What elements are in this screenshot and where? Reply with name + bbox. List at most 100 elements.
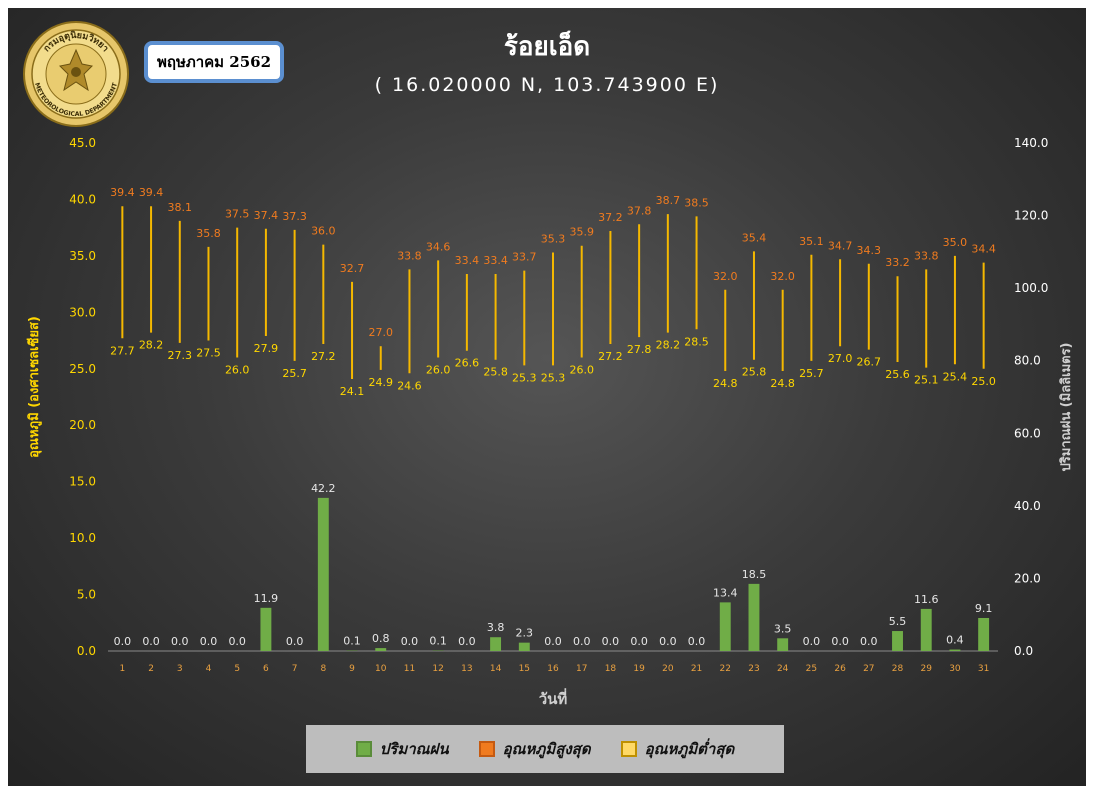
- rain-data-label: 11.9: [254, 592, 279, 605]
- climate-chart: 0.05.010.015.020.025.030.035.040.045.00.…: [26, 136, 1074, 708]
- legend-label: อุณหภูมิต่ำสุด: [644, 740, 735, 758]
- min-temp-label: 25.3: [541, 371, 566, 384]
- y-left-tick-label: 30.0: [69, 305, 96, 319]
- rain-data-label: 42.2: [311, 482, 336, 495]
- min-temp-label: 25.7: [282, 367, 307, 380]
- y-right-tick-label: 120.0: [1014, 209, 1048, 223]
- y-left-tick-label: 10.0: [69, 531, 96, 545]
- min-temp-label: 25.7: [799, 367, 824, 380]
- x-tick-label: 24: [777, 664, 789, 674]
- min-temp-label: 24.1: [340, 385, 365, 398]
- x-axis-title: วันที่: [539, 688, 568, 708]
- max-temp-label: 33.4: [483, 254, 508, 267]
- min-temp-label: 27.8: [627, 343, 652, 356]
- x-tick-label: 18: [605, 664, 617, 674]
- rain-bar: [949, 649, 961, 651]
- max-temp-label: 34.4: [971, 243, 996, 256]
- y-right-tick-label: 80.0: [1014, 354, 1041, 368]
- rain-bar: [777, 638, 789, 651]
- max-temp-label: 32.0: [713, 270, 738, 283]
- min-temp-label: 28.2: [139, 339, 164, 352]
- rain-bar: [518, 642, 530, 651]
- max-temp-label: 33.2: [885, 256, 910, 269]
- max-temp-label: 39.4: [139, 186, 164, 199]
- max-temp-label: 34.3: [857, 244, 882, 257]
- max-temp-label: 38.5: [684, 196, 709, 209]
- x-tick-label: 2: [148, 664, 154, 674]
- min-temp-label: 27.0: [828, 352, 853, 365]
- min-temp-label: 26.0: [569, 363, 594, 376]
- min-temp-label: 25.0: [971, 375, 996, 388]
- max-temp-label: 37.8: [627, 204, 652, 217]
- y-left-tick-label: 5.0: [77, 588, 96, 602]
- min-temp-label: 27.5: [196, 347, 221, 360]
- rain-data-label: 9.1: [975, 602, 993, 615]
- y-left-tick-label: 25.0: [69, 362, 96, 376]
- rain-bar: [978, 617, 990, 651]
- rain-bar: [260, 607, 272, 651]
- legend: ปริมาณฝน อุณหภูมิสูงสุด อุณหภูมิต่ำสุด: [306, 725, 784, 773]
- x-tick-label: 23: [748, 664, 759, 674]
- max-temp-label: 35.4: [742, 231, 767, 244]
- max-temp-label: 33.8: [914, 249, 939, 262]
- month-label: พฤษภาคม 2562: [156, 53, 272, 71]
- legend-item: ปริมาณฝน: [355, 737, 449, 761]
- x-tick-label: 1: [119, 664, 125, 674]
- min-temp-label: 25.3: [512, 371, 537, 384]
- y-right-axis-title: ปริมาณฝน (มิลลิเมตร): [1059, 342, 1074, 471]
- min-temp-label: 27.2: [311, 350, 336, 363]
- min-temp-label: 28.2: [656, 339, 681, 352]
- rain-bar: [892, 631, 903, 651]
- x-tick-label: 26: [834, 664, 846, 674]
- y-left-tick-label: 0.0: [77, 644, 96, 658]
- max-temp-label: 33.4: [455, 254, 480, 267]
- x-tick-label: 4: [206, 664, 212, 674]
- rain-data-label: 0.0: [458, 635, 476, 648]
- max-temp-label: 33.8: [397, 249, 422, 262]
- chart-title: ร้อยเอ็ด: [503, 32, 591, 62]
- legend-label: อุณหภูมิสูงสุด: [502, 740, 591, 758]
- min-temp-label: 27.9: [254, 342, 279, 355]
- min-temp-label: 24.6: [397, 379, 422, 392]
- y-right-tick-label: 100.0: [1014, 281, 1048, 295]
- x-tick-label: 15: [519, 664, 530, 674]
- max-temp-label: 37.2: [598, 211, 623, 224]
- x-tick-label: 5: [234, 664, 240, 674]
- y-left-tick-label: 40.0: [69, 192, 96, 206]
- min-temp-label: 27.2: [598, 350, 623, 363]
- department-logo-icon: กรมอุตุนิยมวิทยา METEOROLOGICAL DEPARTME…: [23, 21, 129, 127]
- rain-bar: [748, 583, 760, 651]
- min-temp-label: 26.7: [857, 356, 882, 369]
- rain-data-label: 0.0: [860, 635, 878, 648]
- rain-bar: [317, 497, 329, 651]
- x-tick-label: 10: [375, 664, 387, 674]
- rain-data-label: 11.6: [914, 593, 939, 606]
- x-tick-label: 29: [920, 664, 932, 674]
- legend-item: อุณหภูมิต่ำสุด: [620, 737, 735, 761]
- rain-data-label: 0.8: [372, 632, 390, 645]
- legend-swatch: [620, 741, 637, 757]
- rain-bar: [920, 608, 932, 651]
- x-tick-label: 9: [349, 664, 355, 674]
- min-temp-label: 26.6: [455, 357, 480, 370]
- max-temp-label: 36.0: [311, 225, 336, 238]
- x-tick-label: 11: [404, 664, 415, 674]
- y-right-tick-label: 20.0: [1014, 571, 1041, 585]
- min-temp-label: 24.9: [368, 376, 393, 389]
- rain-data-label: 0.0: [401, 635, 419, 648]
- legend-swatch: [478, 741, 495, 757]
- rain-data-label: 0.0: [114, 635, 132, 648]
- max-temp-label: 38.7: [656, 194, 681, 207]
- x-tick-label: 13: [461, 664, 472, 674]
- chart-subtitle-coordinates: ( 16.020000 N, 103.743900 E): [374, 74, 720, 96]
- min-temp-label: 27.3: [168, 349, 193, 362]
- rain-data-label: 0.0: [688, 635, 706, 648]
- legend-swatch: [355, 741, 372, 757]
- rain-bar: [490, 637, 502, 651]
- x-tick-label: 16: [547, 664, 559, 674]
- min-temp-label: 24.8: [770, 377, 795, 390]
- rain-data-label: 13.4: [713, 586, 738, 599]
- y-left-axis-title: อุณหภูมิ (องศาเซลเซียส): [26, 316, 42, 458]
- rain-data-label: 0.0: [228, 635, 246, 648]
- rain-data-label: 0.0: [630, 635, 648, 648]
